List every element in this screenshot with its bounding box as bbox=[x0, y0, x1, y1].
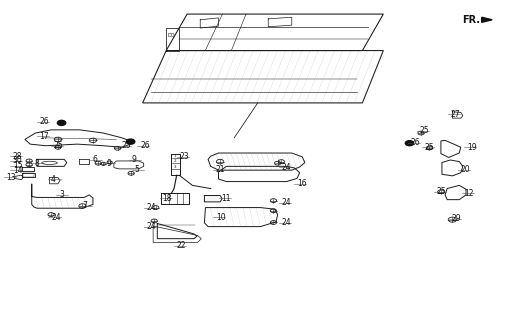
Text: 25: 25 bbox=[420, 126, 430, 135]
Text: 30: 30 bbox=[13, 156, 23, 165]
Text: 10: 10 bbox=[216, 212, 226, 221]
Text: 18: 18 bbox=[163, 194, 172, 203]
Text: 1: 1 bbox=[174, 154, 177, 158]
Text: 12: 12 bbox=[464, 189, 474, 198]
Text: 25: 25 bbox=[437, 187, 447, 196]
Text: 20: 20 bbox=[461, 165, 470, 174]
Text: 14: 14 bbox=[13, 166, 23, 175]
Text: 24: 24 bbox=[281, 163, 291, 172]
Circle shape bbox=[57, 120, 66, 125]
Circle shape bbox=[126, 139, 135, 144]
Text: 26: 26 bbox=[411, 138, 420, 147]
Circle shape bbox=[406, 141, 413, 146]
Text: 23: 23 bbox=[179, 152, 189, 161]
Text: 25: 25 bbox=[122, 141, 132, 150]
Text: 29: 29 bbox=[451, 214, 461, 223]
Text: DO: DO bbox=[168, 33, 175, 38]
Text: FR.: FR. bbox=[462, 15, 480, 25]
Text: 24: 24 bbox=[51, 212, 60, 221]
Text: 11: 11 bbox=[221, 194, 230, 203]
Text: 26: 26 bbox=[140, 141, 150, 150]
Text: 19: 19 bbox=[467, 143, 477, 152]
Text: 13: 13 bbox=[7, 173, 16, 182]
Text: 22: 22 bbox=[177, 241, 186, 250]
Text: 24: 24 bbox=[147, 222, 156, 231]
Text: 26: 26 bbox=[39, 117, 49, 126]
Text: 24: 24 bbox=[147, 203, 156, 212]
Text: 4: 4 bbox=[51, 174, 56, 184]
Text: 5: 5 bbox=[135, 165, 140, 174]
Text: 24: 24 bbox=[281, 198, 291, 207]
Text: 8: 8 bbox=[34, 159, 39, 168]
Text: 21: 21 bbox=[216, 165, 226, 174]
Text: 17: 17 bbox=[39, 132, 49, 141]
Text: 3: 3 bbox=[174, 164, 177, 169]
Text: 2: 2 bbox=[174, 159, 177, 163]
Polygon shape bbox=[482, 17, 492, 22]
Text: 9: 9 bbox=[131, 156, 136, 164]
Text: 15: 15 bbox=[13, 161, 23, 170]
Text: 24: 24 bbox=[281, 218, 291, 227]
Text: 9: 9 bbox=[106, 159, 111, 168]
Text: 25: 25 bbox=[424, 143, 434, 152]
Text: 7: 7 bbox=[83, 202, 87, 211]
Text: 28: 28 bbox=[13, 152, 23, 161]
Text: 3: 3 bbox=[59, 190, 64, 199]
Text: 6: 6 bbox=[93, 156, 98, 164]
Text: 16: 16 bbox=[297, 179, 307, 188]
Text: 25: 25 bbox=[54, 141, 63, 150]
Text: 27: 27 bbox=[450, 109, 460, 118]
